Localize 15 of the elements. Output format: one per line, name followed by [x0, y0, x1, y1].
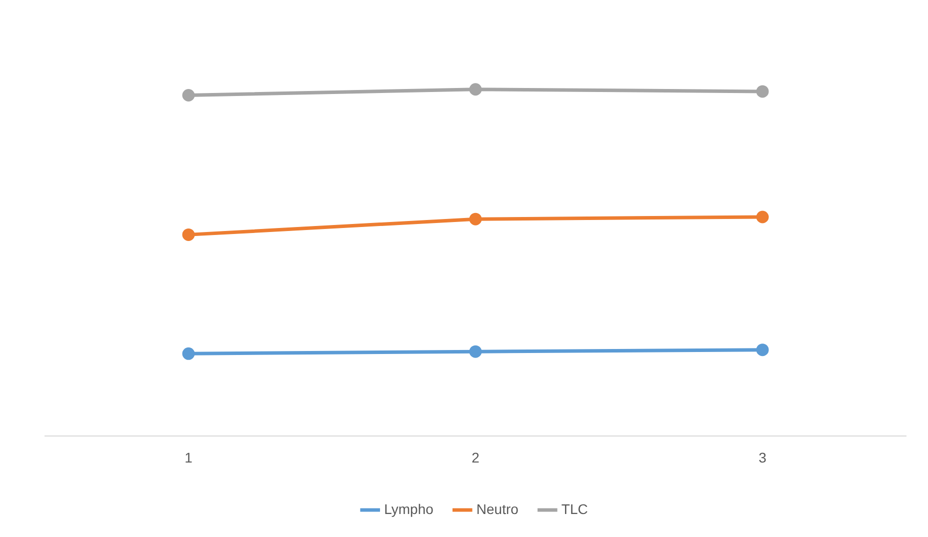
point: [182, 89, 195, 102]
x-tick-label: 3: [758, 449, 767, 466]
point: [756, 210, 769, 224]
legend-label: Neutro: [476, 500, 519, 517]
x-tick-label: 1: [184, 449, 193, 466]
point: [756, 85, 769, 98]
point: [469, 345, 482, 358]
point: [182, 228, 195, 241]
point: [756, 344, 769, 356]
point: [469, 83, 482, 96]
x-tick-label: 2: [472, 449, 480, 466]
point: [182, 347, 195, 360]
legend-label: Lympho: [384, 500, 434, 517]
point: [469, 212, 482, 226]
legend-label: TLC: [561, 500, 588, 517]
